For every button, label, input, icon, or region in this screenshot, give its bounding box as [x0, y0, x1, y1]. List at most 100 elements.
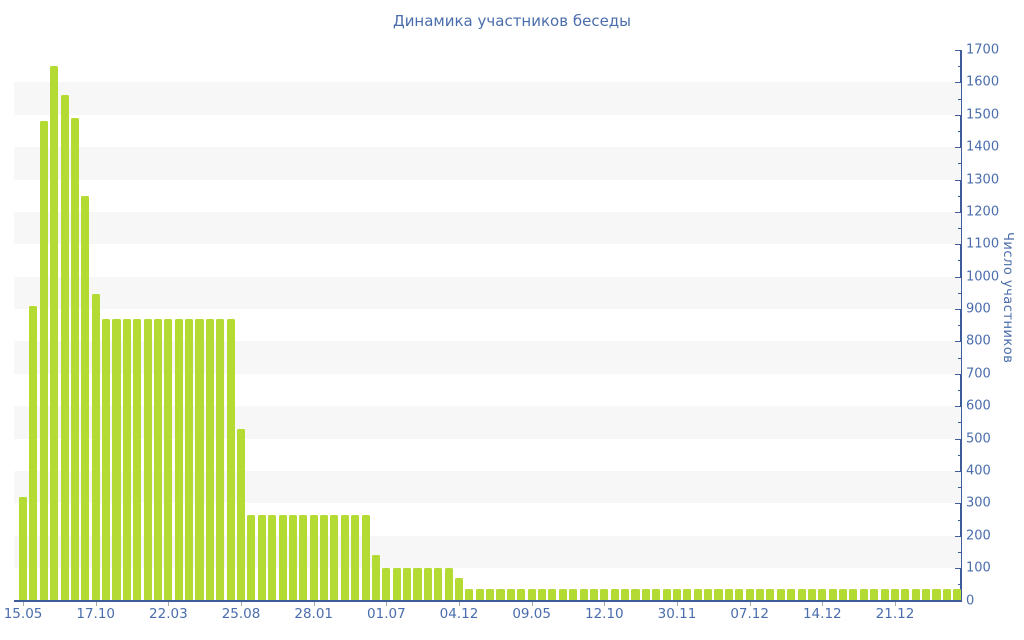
bar[interactable]	[890, 589, 899, 601]
bar[interactable]	[828, 589, 837, 601]
bar[interactable]	[600, 589, 609, 601]
bar[interactable]	[942, 589, 951, 601]
bar[interactable]	[60, 95, 69, 601]
bar[interactable]	[153, 318, 163, 601]
bar[interactable]	[320, 514, 329, 601]
bar[interactable]	[174, 318, 183, 601]
bar[interactable]	[236, 428, 246, 601]
bar[interactable]	[70, 118, 79, 601]
bar[interactable]	[278, 514, 287, 601]
bar[interactable]	[29, 305, 38, 601]
bar[interactable]	[102, 318, 111, 601]
bar[interactable]	[247, 514, 256, 601]
bar[interactable]	[839, 589, 848, 601]
bar[interactable]	[226, 318, 235, 601]
bar[interactable]	[454, 577, 464, 601]
bar[interactable]	[423, 568, 432, 601]
bar[interactable]	[704, 589, 713, 601]
bar[interactable]	[143, 318, 152, 601]
bar[interactable]	[19, 496, 28, 601]
bar[interactable]	[672, 589, 682, 601]
bar[interactable]	[652, 589, 661, 601]
y-axis-label: 500	[966, 431, 991, 447]
bar[interactable]	[558, 589, 567, 601]
bar[interactable]	[185, 318, 194, 601]
y-axis-label: 200	[966, 528, 991, 544]
bar[interactable]	[569, 589, 578, 601]
bar[interactable]	[589, 589, 598, 601]
bar[interactable]	[538, 589, 547, 601]
bar[interactable]	[797, 589, 806, 601]
bar[interactable]	[807, 589, 816, 601]
bar[interactable]	[351, 514, 360, 601]
bar[interactable]	[901, 589, 910, 601]
y-axis-minor-tick	[958, 66, 961, 68]
y-axis-label: 1000	[966, 269, 1000, 285]
bar[interactable]	[932, 589, 941, 601]
bar[interactable]	[299, 514, 308, 601]
bar[interactable]	[133, 318, 142, 601]
bar[interactable]	[621, 589, 630, 601]
bar[interactable]	[610, 589, 619, 601]
bar[interactable]	[257, 514, 266, 601]
bar[interactable]	[444, 568, 453, 601]
bar[interactable]	[195, 318, 204, 601]
bar[interactable]	[849, 589, 858, 601]
bar[interactable]	[475, 589, 484, 601]
bar[interactable]	[714, 589, 723, 601]
bar[interactable]	[631, 589, 640, 601]
bar[interactable]	[517, 589, 526, 601]
bar[interactable]	[766, 589, 775, 601]
bar[interactable]	[953, 589, 962, 601]
bar[interactable]	[361, 514, 370, 601]
bar[interactable]	[724, 589, 733, 601]
y-axis-tick	[955, 114, 961, 116]
bar[interactable]	[911, 589, 920, 601]
bar[interactable]	[309, 514, 318, 601]
bar[interactable]	[434, 568, 443, 601]
bar[interactable]	[870, 589, 879, 601]
bar[interactable]	[735, 589, 744, 601]
bar[interactable]	[50, 66, 59, 601]
bar[interactable]	[579, 589, 588, 601]
bar[interactable]	[164, 318, 173, 601]
bar[interactable]	[776, 589, 785, 601]
bar[interactable]	[330, 514, 339, 601]
bar[interactable]	[371, 555, 380, 601]
bar[interactable]	[122, 318, 131, 601]
x-axis-label: 30.11	[657, 606, 697, 622]
bar[interactable]	[486, 589, 495, 601]
y-axis-label: 700	[966, 366, 991, 382]
bar[interactable]	[880, 589, 889, 601]
bar[interactable]	[922, 589, 931, 601]
bar[interactable]	[859, 589, 868, 601]
bar[interactable]	[91, 294, 100, 601]
bar[interactable]	[818, 589, 827, 601]
bar[interactable]	[693, 589, 702, 601]
bar[interactable]	[496, 589, 505, 601]
bar[interactable]	[506, 589, 515, 601]
bar[interactable]	[81, 195, 90, 601]
bar[interactable]	[465, 589, 474, 601]
bar[interactable]	[112, 318, 121, 601]
bar[interactable]	[662, 589, 671, 601]
bar[interactable]	[755, 589, 765, 601]
bar[interactable]	[683, 589, 692, 601]
bar[interactable]	[288, 514, 297, 601]
bar[interactable]	[392, 568, 401, 601]
bar[interactable]	[413, 568, 422, 601]
bar[interactable]	[216, 318, 225, 601]
bar[interactable]	[39, 121, 48, 601]
bar[interactable]	[787, 589, 796, 601]
bar[interactable]	[527, 589, 536, 601]
bar[interactable]	[403, 568, 412, 601]
bar[interactable]	[548, 589, 557, 601]
bar[interactable]	[268, 514, 277, 601]
bar[interactable]	[382, 568, 391, 601]
bar[interactable]	[745, 589, 754, 601]
y-axis-tick	[955, 470, 961, 472]
y-axis-tick	[955, 535, 961, 537]
bar[interactable]	[205, 318, 214, 601]
bar[interactable]	[641, 589, 650, 601]
bar[interactable]	[340, 514, 349, 601]
